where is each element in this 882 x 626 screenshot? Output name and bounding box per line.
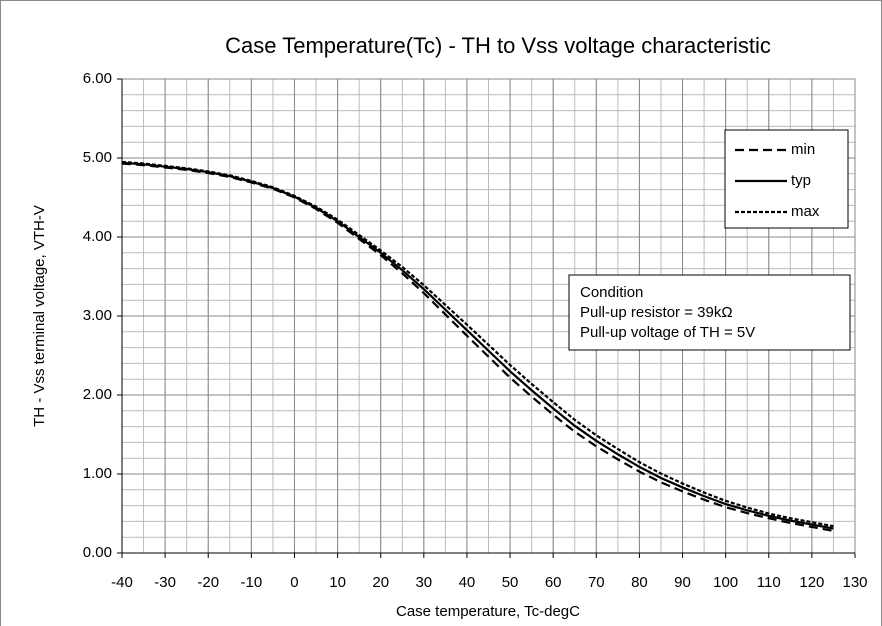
x-tick-label: 0	[290, 574, 298, 591]
x-tick-label: 40	[459, 574, 476, 591]
x-tick-label: 110	[757, 574, 781, 591]
x-tick-label: 70	[588, 574, 605, 591]
annotation-box	[568, 274, 851, 351]
x-tick-label: 130	[842, 574, 867, 591]
annotation-text: Condition	[580, 284, 643, 301]
y-axis-label: TH - Vss terminal voltage, VTH-V	[31, 205, 48, 427]
chart-title: Case Temperature(Tc) - TH to Vss voltage…	[225, 33, 771, 58]
x-tick-label: 10	[329, 574, 346, 591]
x-tick-label: -30	[154, 574, 176, 591]
annotation-text: Pull-up resistor = 39kΩ	[580, 304, 733, 321]
x-tick-label: 60	[545, 574, 562, 591]
x-tick-label: 20	[372, 574, 389, 591]
x-tick-label: 30	[415, 574, 432, 591]
line-max	[121, 160, 834, 528]
legend-label: max	[791, 203, 820, 220]
x-tick-label: -10	[241, 574, 263, 591]
x-tick-label: 50	[502, 574, 519, 591]
x-tick-label: 80	[631, 574, 648, 591]
y-tick-label: 6.00	[83, 70, 112, 87]
x-tick-label: 120	[799, 574, 824, 591]
legend-label: typ	[791, 172, 811, 189]
y-tick-label: 3.00	[83, 307, 112, 324]
x-tick-label: 90	[674, 574, 691, 591]
x-tick-label: 100	[713, 574, 738, 591]
x-tick-label: -20	[197, 574, 219, 591]
annotation-text: Pull-up voltage of TH = 5V	[580, 324, 755, 341]
x-axis-label: Case temperature, Tc-degC	[396, 603, 580, 620]
legend-box	[724, 129, 849, 229]
y-tick-label: 5.00	[83, 149, 112, 166]
y-tick-label: 4.00	[83, 228, 112, 245]
y-tick-label: 0.00	[83, 544, 112, 561]
x-tick-label: -40	[111, 574, 133, 591]
y-tick-label: 2.00	[83, 386, 112, 403]
y-tick-label: 1.00	[83, 465, 112, 482]
legend-label: min	[791, 141, 815, 158]
